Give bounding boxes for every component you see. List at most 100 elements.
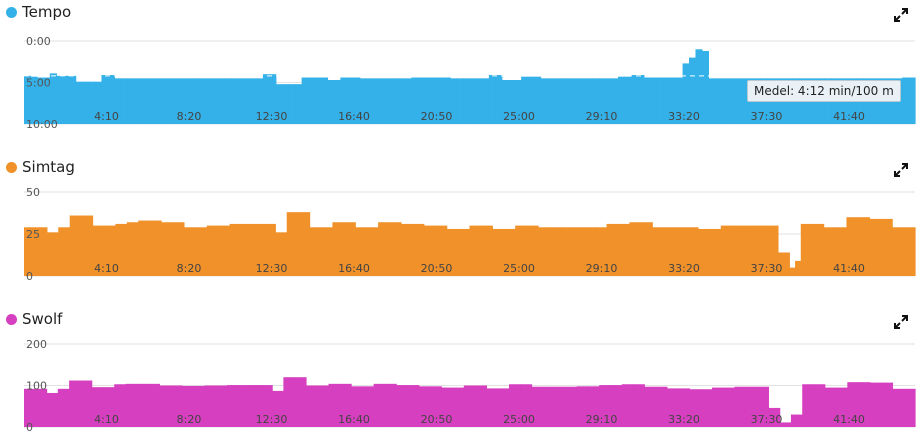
bar bbox=[605, 78, 613, 124]
bar bbox=[286, 212, 299, 276]
bar bbox=[125, 383, 138, 427]
expand-icon[interactable] bbox=[894, 315, 908, 329]
bar bbox=[566, 78, 574, 124]
bar bbox=[423, 225, 436, 276]
bar bbox=[198, 78, 206, 124]
bar bbox=[757, 386, 769, 427]
expand-icon[interactable] bbox=[894, 8, 908, 22]
x-tick-label: 41:40 bbox=[833, 110, 865, 123]
y-tick-label: 0 bbox=[26, 421, 33, 434]
bar bbox=[328, 383, 341, 427]
bar bbox=[576, 386, 589, 427]
bar bbox=[709, 228, 722, 276]
bar bbox=[456, 78, 464, 124]
bar bbox=[75, 81, 83, 124]
bar bbox=[676, 77, 684, 124]
bar bbox=[161, 222, 174, 276]
bar bbox=[256, 78, 264, 124]
x-tick-label: 25:00 bbox=[503, 262, 535, 275]
bar bbox=[482, 78, 490, 124]
bar bbox=[146, 78, 154, 124]
bar bbox=[355, 227, 368, 276]
bar bbox=[430, 77, 438, 124]
bar bbox=[353, 77, 361, 124]
x-tick-label: 29:10 bbox=[586, 110, 618, 123]
simtag-chart: 0 25 50 4:10 8:20 12:30 16:40 20:50 25:00 29:10 33… bbox=[24, 186, 916, 283]
bar bbox=[314, 77, 322, 124]
bar bbox=[789, 267, 796, 276]
bar bbox=[621, 384, 634, 427]
bar bbox=[587, 386, 600, 427]
bar bbox=[549, 227, 562, 276]
x-tick-label: 8:20 bbox=[177, 110, 202, 123]
y-tick-label: 10:00 bbox=[26, 118, 58, 131]
bar bbox=[740, 78, 748, 124]
bar bbox=[675, 227, 688, 276]
bar bbox=[69, 215, 82, 276]
bar bbox=[424, 77, 432, 124]
bar bbox=[610, 385, 623, 427]
x-tick-label: 12:30 bbox=[256, 110, 288, 123]
bar bbox=[572, 227, 585, 276]
bar bbox=[497, 388, 510, 427]
bar bbox=[366, 227, 379, 276]
bar bbox=[140, 78, 148, 124]
bar bbox=[305, 385, 318, 427]
x-tick-label: 16:40 bbox=[338, 262, 370, 275]
bar bbox=[903, 227, 916, 276]
swolf-chart: 0 100 200 4:10 8:20 12:30 16:40 20:50 25:00 29:10… bbox=[24, 338, 916, 434]
bar bbox=[301, 77, 309, 124]
bar bbox=[618, 223, 631, 276]
bar bbox=[790, 414, 803, 427]
bar bbox=[508, 80, 516, 124]
bar bbox=[538, 227, 551, 276]
bar bbox=[282, 84, 290, 124]
bar bbox=[249, 385, 262, 427]
bar bbox=[46, 232, 59, 276]
bar bbox=[813, 384, 826, 427]
bar bbox=[727, 78, 735, 124]
bar bbox=[81, 215, 94, 276]
bar bbox=[624, 76, 632, 124]
bar bbox=[463, 78, 471, 124]
bar bbox=[554, 386, 566, 427]
bar bbox=[166, 78, 174, 124]
bar bbox=[652, 227, 665, 276]
x-tick-label: 20:50 bbox=[421, 413, 453, 426]
expand-icon[interactable] bbox=[894, 163, 908, 177]
bar bbox=[469, 78, 477, 124]
bar bbox=[269, 74, 277, 124]
bar bbox=[475, 78, 484, 124]
x-tick-label: 29:10 bbox=[586, 262, 618, 275]
y-tick-label: 100 bbox=[26, 380, 47, 393]
bar bbox=[340, 77, 348, 124]
y-tick-label: 200 bbox=[26, 338, 47, 351]
bar bbox=[857, 217, 870, 276]
bar bbox=[595, 227, 608, 276]
bar bbox=[373, 383, 386, 427]
bar bbox=[585, 78, 593, 124]
bar bbox=[579, 78, 587, 124]
bar bbox=[846, 217, 859, 276]
bar bbox=[49, 73, 57, 124]
bar bbox=[366, 78, 374, 124]
bar bbox=[102, 387, 115, 427]
bar bbox=[178, 78, 187, 124]
bar bbox=[540, 78, 548, 124]
x-tick-label: 33:20 bbox=[668, 413, 700, 426]
bar bbox=[450, 78, 458, 124]
bar bbox=[333, 80, 341, 124]
bar bbox=[238, 385, 251, 427]
tempo-chart: 0:00 5:00 10:00 4:10 8:20 12:30 16:40 20:50 25:0… bbox=[24, 35, 916, 131]
bar bbox=[869, 218, 882, 276]
y-tick-label: 0 bbox=[26, 270, 33, 283]
bar bbox=[527, 76, 535, 124]
bar bbox=[515, 225, 528, 276]
bar bbox=[149, 220, 162, 276]
simtag-title: Simtag bbox=[22, 158, 75, 176]
x-tick-label: 4:10 bbox=[94, 413, 119, 426]
bar bbox=[745, 386, 758, 427]
bar bbox=[682, 63, 690, 124]
bar bbox=[795, 260, 802, 276]
bar bbox=[480, 225, 493, 276]
